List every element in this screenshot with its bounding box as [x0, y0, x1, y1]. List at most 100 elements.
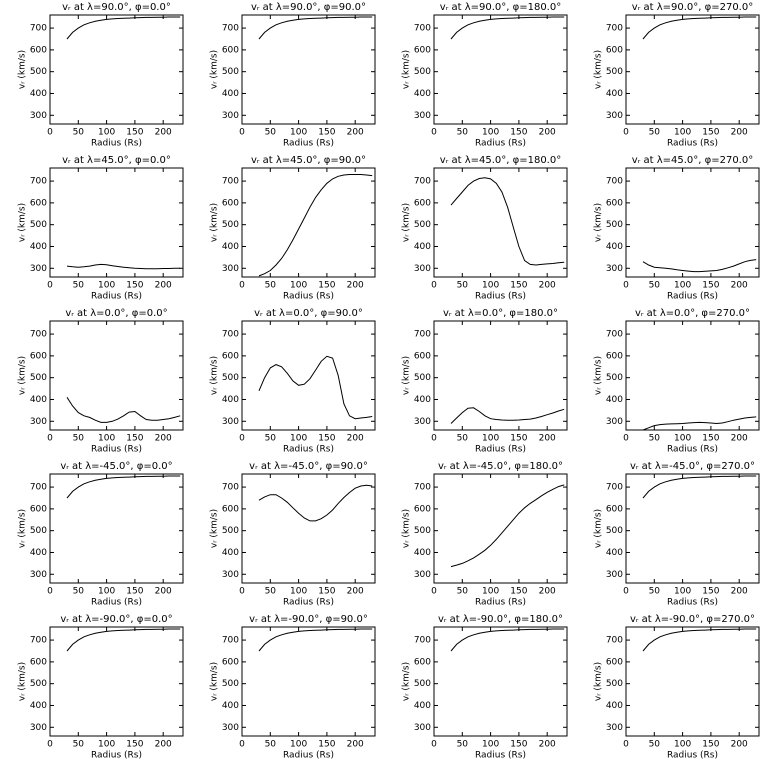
y-axis-label: vᵣ (km/s): [18, 662, 28, 701]
y-axis-label: vᵣ (km/s): [18, 509, 28, 548]
data-line: [642, 628, 757, 652]
y-tick-label: 400: [30, 242, 47, 252]
y-tick-label: 500: [606, 373, 623, 383]
y-tick-label: 300: [30, 723, 47, 733]
y-tick-label: 600: [606, 657, 623, 667]
y-axis-label: vᵣ (km/s): [18, 50, 28, 89]
x-axis-label: Radius (Rs): [283, 445, 334, 455]
x-tick-label: 50: [457, 587, 469, 597]
plot-frame: [49, 626, 184, 737]
y-tick-label: 400: [30, 89, 47, 99]
y-tick-label: 500: [414, 373, 431, 383]
chart-title: vᵣ at λ=0.0°, φ=270.0°: [635, 308, 750, 319]
y-tick-label: 400: [414, 701, 431, 711]
y-tick-label: 400: [606, 701, 623, 711]
plot-frame: [241, 626, 376, 737]
y-tick-label: 400: [606, 89, 623, 99]
x-tick-label: 50: [649, 128, 661, 138]
y-tick-label: 700: [222, 483, 239, 493]
x-tick-label: 0: [431, 434, 437, 444]
x-tick-label: 50: [265, 128, 277, 138]
x-tick-label: 0: [431, 281, 437, 291]
data-line: [258, 628, 373, 652]
y-tick-label: 500: [30, 220, 47, 230]
y-tick-label: 500: [30, 67, 47, 77]
plot-frame: [433, 473, 568, 584]
x-tick-label: 200: [347, 434, 364, 444]
x-tick-label: 0: [431, 128, 437, 138]
y-tick-label: 400: [30, 548, 47, 558]
y-tick-label: 400: [414, 89, 431, 99]
y-tick-label: 400: [222, 548, 239, 558]
data-line: [642, 16, 757, 40]
x-tick-label: 150: [318, 740, 335, 750]
y-axis-label: vᵣ (km/s): [402, 509, 412, 548]
x-tick-label: 150: [510, 281, 527, 291]
y-tick-label: 700: [30, 24, 47, 34]
y-tick-label: 600: [30, 657, 47, 667]
y-tick-label: 700: [606, 636, 623, 646]
x-tick-label: 50: [649, 281, 661, 291]
x-tick-label: 0: [623, 434, 629, 444]
chart-title: vᵣ at λ=-45.0°, φ=0.0°: [60, 461, 172, 472]
y-tick-label: 300: [222, 111, 239, 121]
chart-title: vᵣ at λ=-45.0°, φ=90.0°: [249, 461, 368, 472]
y-tick-label: 300: [414, 570, 431, 580]
x-axis-label: Radius (Rs): [667, 139, 718, 149]
y-tick-label: 500: [606, 67, 623, 77]
y-tick-label: 700: [414, 24, 431, 34]
x-tick-label: 100: [98, 128, 115, 138]
x-axis-label: Radius (Rs): [475, 598, 526, 608]
x-tick-label: 150: [126, 740, 143, 750]
y-tick-label: 400: [606, 395, 623, 405]
y-tick-label: 500: [30, 679, 47, 689]
x-axis-label: Radius (Rs): [283, 751, 334, 761]
data-line: [258, 484, 373, 522]
y-tick-label: 600: [606, 198, 623, 208]
x-tick-label: 150: [318, 587, 335, 597]
y-tick-label: 600: [414, 45, 431, 55]
y-tick-label: 700: [606, 483, 623, 493]
data-line: [450, 628, 565, 652]
y-tick-label: 400: [414, 395, 431, 405]
x-tick-label: 100: [290, 740, 307, 750]
chart-title: vᵣ at λ=90.0°, φ=180.0°: [440, 2, 561, 13]
x-tick-label: 0: [431, 587, 437, 597]
x-tick-label: 50: [265, 740, 277, 750]
x-tick-label: 150: [510, 587, 527, 597]
y-tick-label: 400: [222, 89, 239, 99]
x-tick-label: 200: [731, 434, 748, 444]
x-axis-label: Radius (Rs): [475, 751, 526, 761]
x-tick-label: 150: [702, 281, 719, 291]
y-axis-label: vᵣ (km/s): [594, 203, 604, 242]
x-tick-label: 50: [73, 740, 85, 750]
x-tick-label: 50: [649, 587, 661, 597]
x-tick-label: 200: [539, 128, 556, 138]
plot-frame: [433, 167, 568, 278]
y-tick-label: 600: [30, 45, 47, 55]
x-tick-label: 100: [290, 281, 307, 291]
y-tick-label: 400: [222, 242, 239, 252]
chart-title: vᵣ at λ=90.0°, φ=90.0°: [251, 2, 366, 13]
x-axis-label: Radius (Rs): [91, 598, 142, 608]
x-tick-label: 0: [47, 587, 53, 597]
plot-frame: [241, 320, 376, 431]
y-tick-label: 300: [414, 264, 431, 274]
y-tick-label: 700: [606, 24, 623, 34]
y-tick-label: 500: [606, 679, 623, 689]
data-line: [258, 16, 373, 40]
x-tick-label: 0: [47, 128, 53, 138]
x-tick-label: 200: [347, 281, 364, 291]
x-tick-label: 200: [155, 587, 172, 597]
x-tick-label: 50: [649, 740, 661, 750]
y-axis-label: vᵣ (km/s): [210, 509, 220, 548]
y-axis-label: vᵣ (km/s): [210, 203, 220, 242]
x-tick-label: 150: [318, 128, 335, 138]
x-tick-label: 50: [457, 740, 469, 750]
data-line: [66, 397, 181, 423]
data-line: [66, 16, 181, 40]
x-tick-label: 200: [539, 587, 556, 597]
x-tick-label: 200: [155, 434, 172, 444]
y-tick-label: 400: [414, 548, 431, 558]
x-tick-label: 200: [539, 281, 556, 291]
